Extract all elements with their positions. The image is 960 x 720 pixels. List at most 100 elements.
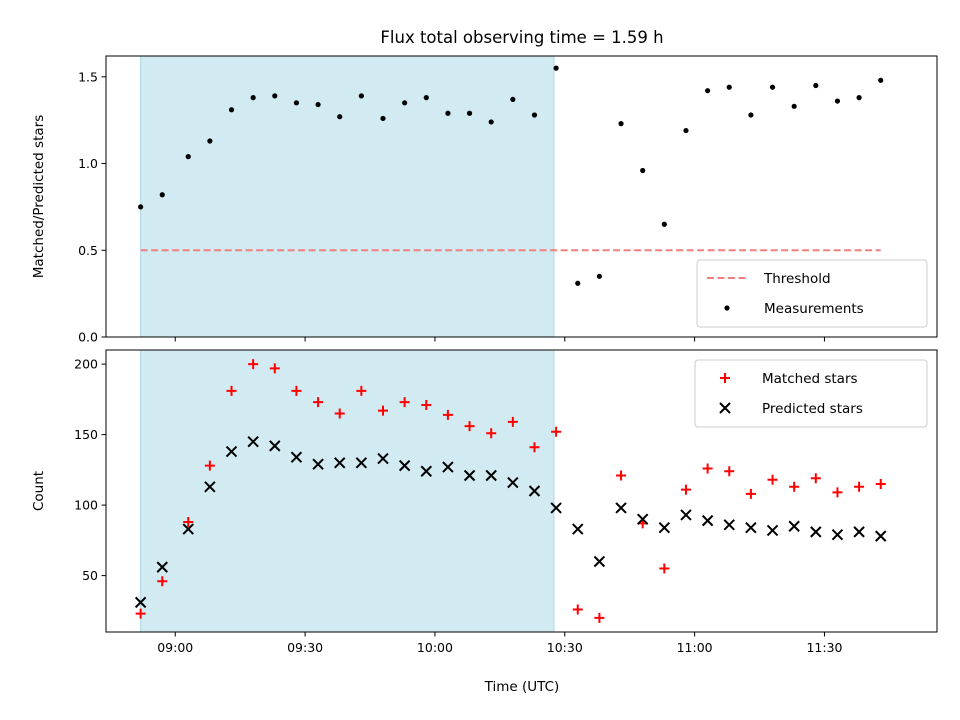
matched-stars-point (334, 408, 345, 419)
matched-stars-point (442, 409, 453, 420)
y-tick-label: 0.5 (78, 243, 98, 258)
y-axis-label: Count (31, 471, 47, 511)
measurement-point (250, 95, 256, 101)
matched-stars-point (507, 416, 518, 427)
measurement-point (445, 110, 451, 116)
series-predicted-stars (134, 435, 887, 609)
matched-stars-point (594, 612, 605, 623)
matched-stars-point (248, 359, 259, 370)
observing-span-highlight (140, 55, 555, 338)
predicted-stars-point (225, 445, 238, 458)
predicted-stars-point (701, 514, 714, 527)
predicted-stars-point (723, 519, 735, 531)
legend-box (694, 359, 928, 428)
measurement-point (618, 121, 624, 127)
y-tick-label: 100 (74, 498, 98, 513)
measurement-point (380, 115, 386, 122)
predicted-stars-point (550, 502, 562, 514)
y-tick-label: 1.0 (78, 156, 98, 171)
matched-stars-point (291, 385, 302, 396)
measurement-point (683, 127, 689, 134)
predicted-stars-point (766, 524, 779, 537)
matched-stars-point (767, 474, 778, 485)
x-tick-label: 10:30 (547, 640, 583, 655)
measurement-point (705, 88, 711, 94)
legend: Matched stars Predicted stars (694, 359, 928, 428)
matched-stars-point (659, 563, 670, 574)
measurement-point (185, 154, 191, 160)
matched-stars-point (616, 470, 627, 481)
matched-stars-point (313, 397, 324, 408)
measurement-point (510, 96, 516, 102)
measurement-point (640, 167, 646, 174)
measurement-point (423, 95, 429, 101)
legend: Threshold Measurements (696, 259, 928, 328)
axes-frame (105, 349, 938, 633)
legend-label: Threshold (763, 271, 831, 287)
predicted-stars-point (134, 596, 147, 609)
predicted-stars-point (182, 523, 194, 535)
matched-stars-point (810, 473, 821, 484)
series-measurements (138, 65, 884, 286)
x-tick-label: 11:30 (806, 640, 842, 655)
x-tick-label: 10:00 (417, 640, 453, 655)
legend-label: Matched stars (762, 371, 858, 387)
matched-stars-point (204, 460, 215, 471)
predicted-stars-point (463, 469, 476, 482)
y-tick-label: 150 (74, 427, 98, 442)
measurement-point (531, 112, 538, 118)
axes-frame (105, 55, 938, 338)
predicted-stars-point (831, 529, 844, 541)
chart-title: Flux total observing time = 1.59 h (380, 28, 663, 47)
y-axis-label: Matched/Predicted stars (31, 115, 47, 278)
matched-stars-point (378, 405, 388, 416)
predicted-stars-point (204, 481, 216, 493)
x-axis-label: Time (UTC) (484, 679, 560, 695)
measurement-point (466, 110, 473, 116)
matched-stars-point (183, 517, 194, 528)
matched-stars-point (157, 576, 168, 587)
measurement-point (596, 273, 603, 279)
matched-stars-point (702, 463, 713, 474)
predicted-stars-point (636, 513, 649, 525)
predicted-stars-point (507, 476, 519, 489)
matched-stars-point (572, 604, 583, 615)
y-tick-label: 50 (82, 568, 98, 583)
measurement-point (488, 119, 494, 125)
predicted-stars-point (875, 530, 887, 542)
matched-stars-point (745, 488, 756, 499)
predicted-stars-point (355, 457, 368, 469)
measurement-point (748, 112, 754, 118)
ratio-panel: 0.0 0.5 1.0 1.5 Matched/Predicted stars Thres… (31, 55, 938, 345)
matched-stars-point (135, 608, 146, 619)
measurement-point (834, 98, 841, 104)
predicted-stars-point (334, 457, 346, 469)
predicted-stars-point (247, 435, 259, 448)
measurement-point (575, 280, 581, 286)
measurement-point (159, 192, 165, 198)
matched-stars-point (226, 385, 237, 396)
x-tick-label: 09:30 (287, 640, 323, 655)
measurement-point (791, 103, 797, 109)
predicted-stars-point (593, 555, 606, 568)
measurement-point (726, 84, 732, 90)
legend-predicted-handle (719, 402, 731, 414)
predicted-stars-point (680, 509, 692, 521)
legend-label: Predicted stars (762, 401, 863, 417)
matched-stars-point (789, 481, 800, 492)
predicted-stars-point (485, 469, 497, 482)
predicted-stars-point (290, 451, 303, 463)
predicted-stars-point (312, 458, 324, 470)
matched-stars-point (854, 481, 865, 492)
measurement-point (272, 93, 278, 99)
predicted-stars-point (745, 521, 757, 534)
matched-stars-point (680, 484, 691, 495)
predicted-stars-point (269, 440, 281, 452)
matched-stars-point (486, 428, 497, 439)
measurement-point (813, 82, 819, 89)
measurement-point (661, 221, 667, 227)
series-matched-stars (135, 359, 886, 623)
measurement-point (293, 100, 300, 106)
matched-stars-point (421, 399, 432, 410)
